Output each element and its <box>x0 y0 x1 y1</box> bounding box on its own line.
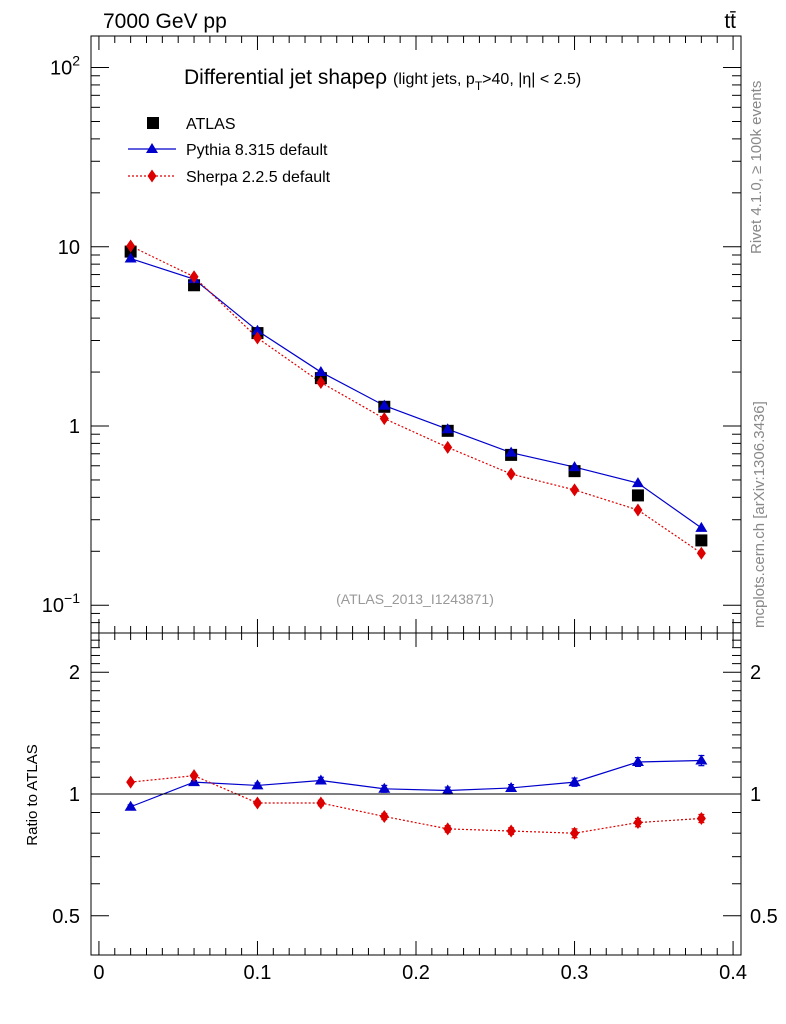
x-tick-labels: 0 0.1 0.2 0.3 0.4 <box>93 962 747 984</box>
sherpa-point <box>633 503 643 517</box>
atlas-data-point <box>631 489 644 502</box>
pythia-point <box>568 461 581 472</box>
pythia-point <box>314 366 327 377</box>
ratio-pythia-point <box>568 776 581 787</box>
sherpa-point <box>126 239 136 253</box>
ratio-y-tick-label: 0.5 <box>52 906 80 928</box>
legend-sherpa-marker <box>147 169 157 183</box>
x-tick-label: 0.2 <box>402 962 430 984</box>
sherpa-point <box>696 546 706 560</box>
main-y-tick-labels: 102 10 1 10−1 <box>42 53 80 618</box>
x-tick-label: 0.3 <box>561 962 589 984</box>
ratio-sherpa-point <box>379 809 389 823</box>
ratio-y-tick-label: 2 <box>69 662 80 684</box>
sherpa-point <box>189 270 199 284</box>
ratio-sherpa-point <box>570 826 580 840</box>
sherpa-point <box>379 412 389 426</box>
sherpa-point <box>252 331 262 345</box>
pythia-point <box>251 324 264 335</box>
analysis-id-label: (ATLAS_2013_I1243871) <box>336 591 494 607</box>
ratio-sherpa-point <box>696 811 706 825</box>
ratio-y-tick-labels: 2 2 1 1 0.5 0.5 <box>52 662 778 928</box>
x-tick-label: 0.1 <box>244 962 272 984</box>
sherpa-point <box>443 440 453 454</box>
ratio-sherpa-point <box>316 796 326 810</box>
x-tick-label: 0 <box>93 962 104 984</box>
y-tick-label: 10 <box>58 237 80 259</box>
main-axis-ticks <box>91 36 741 634</box>
ratio-sherpa-point <box>633 816 643 830</box>
legend-sherpa-label: Sherpa 2.2.5 default <box>186 169 331 186</box>
ratio-axis-ticks <box>91 632 741 956</box>
ratio-pythia-point <box>505 781 518 792</box>
ratio-y-axis-label: Ratio to ATLAS <box>24 744 41 845</box>
y-tick-label: 1 <box>69 416 80 438</box>
pythia-point <box>378 399 391 410</box>
ratio-y-tick-label-right: 1 <box>750 784 761 806</box>
sherpa-point <box>570 483 580 497</box>
pythia-point <box>505 446 518 457</box>
legend: ATLAS Pythia 8.315 default Sherpa 2.2.5 … <box>128 116 331 186</box>
ratio-pythia-point <box>631 755 644 766</box>
ratio-pythia-point <box>695 754 708 765</box>
legend-atlas-label: ATLAS <box>186 116 236 133</box>
rivet-version-label: Rivet 4.1.0, ≥ 100k events <box>748 81 765 254</box>
ratio-series-layer <box>124 754 708 840</box>
chart-title: Differential jet shapeρ (light jets, pT>4… <box>184 66 581 93</box>
ratio-sherpa-point <box>506 824 516 838</box>
energy-label: 7000 GeV pp <box>103 10 227 33</box>
ratio-y-tick-label-right: 2 <box>750 662 761 684</box>
legend-atlas-marker <box>147 117 159 129</box>
sherpa-point <box>506 467 516 481</box>
ratio-pythia-line <box>130 759 702 808</box>
mcplots-label: mcplots.cern.ch [arXiv:1306.3436] <box>751 401 768 628</box>
ratio-pythia-point <box>441 784 454 795</box>
x-tick-label: 0.4 <box>719 962 747 984</box>
atlas-data-point <box>695 534 708 547</box>
ratio-sherpa-point <box>443 822 453 836</box>
main-series-layer <box>124 239 708 560</box>
ratio-sherpa-point <box>189 769 199 783</box>
sherpa-line <box>130 245 702 554</box>
ratio-y-tick-label-right: 0.5 <box>750 906 778 928</box>
ratio-pythia-point <box>378 782 391 793</box>
ratio-pythia-point <box>124 800 137 811</box>
ratio-y-tick-label: 1 <box>69 784 80 806</box>
pythia-line <box>130 257 702 529</box>
sherpa-point <box>316 375 326 389</box>
ratio-pythia-point <box>251 779 264 790</box>
legend-pythia-marker <box>146 143 158 153</box>
ratio-pythia-point <box>314 774 327 785</box>
pythia-point <box>441 423 454 434</box>
pythia-point <box>631 477 644 488</box>
pythia-point <box>695 521 708 532</box>
pythia-point <box>124 252 137 263</box>
y-tick-label: 10−1 <box>42 590 80 617</box>
ratio-sherpa-point <box>252 796 262 810</box>
ratio-sherpa-point <box>126 775 136 789</box>
y-tick-label: 102 <box>50 53 80 80</box>
legend-pythia-label: Pythia 8.315 default <box>186 142 328 159</box>
ratio-sherpa-line <box>130 775 702 834</box>
process-label: tt̄ <box>724 10 736 33</box>
